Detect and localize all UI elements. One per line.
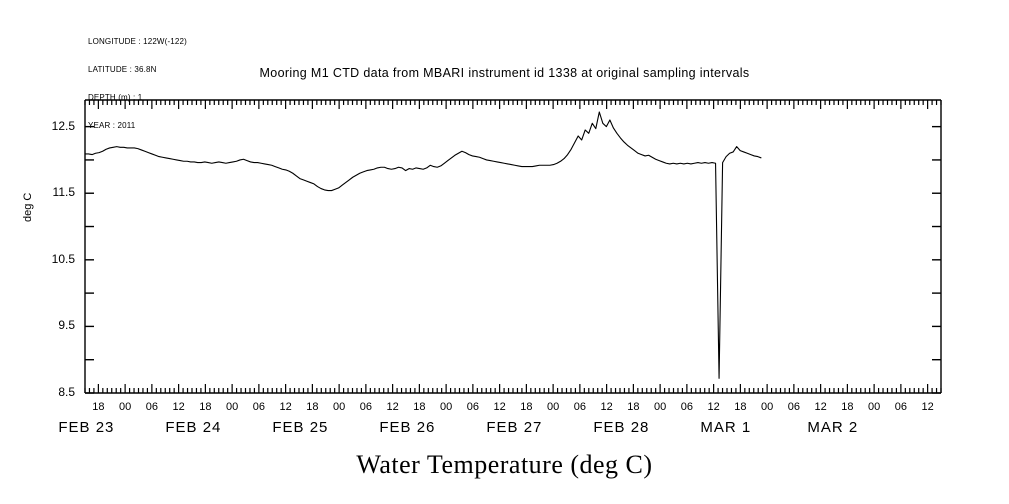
x-axis-hour-label: 12 (921, 401, 934, 413)
x-axis-hour-label: 18 (734, 401, 747, 413)
x-axis-hour-label: 00 (654, 401, 667, 413)
x-axis-hour-label: 06 (359, 401, 372, 413)
x-axis-hour-label: 00 (761, 401, 774, 413)
x-axis-hour-label: 06 (680, 401, 693, 413)
y-axis-tick-label: 12.5 (51, 118, 75, 133)
x-axis-hour-label: 06 (787, 401, 800, 413)
x-axis-date-label: FEB 27 (486, 419, 543, 436)
x-axis-date-label: MAR 1 (700, 419, 752, 436)
x-axis-date-label: FEB 26 (379, 419, 436, 436)
y-axis-tick-label: 10.5 (51, 251, 75, 266)
x-axis-hour-label: 18 (92, 401, 105, 413)
x-axis-hour-label: 12 (172, 401, 185, 413)
y-axis-tick-label: 9.5 (58, 318, 75, 333)
x-axis-hour-label: 00 (547, 401, 560, 413)
x-axis-hour-label: 00 (333, 401, 346, 413)
metadata-latitude: LATITUDE : 36.8N (88, 65, 157, 75)
x-axis-date-label: MAR 2 (807, 419, 859, 436)
x-axis-hour-label: 12 (279, 401, 292, 413)
x-axis-hour-label: 12 (386, 401, 399, 413)
metadata-year: YEAR : 2011 (88, 121, 136, 131)
x-axis-hour-label: 06 (466, 401, 479, 413)
x-axis-hour-label: 06 (145, 401, 158, 413)
x-axis-hour-label: 18 (306, 401, 319, 413)
x-axis-hour-label: 12 (600, 401, 613, 413)
x-axis-hour-label: 18 (520, 401, 533, 413)
x-axis-hour-label: 00 (868, 401, 881, 413)
x-axis-hour-label: 18 (199, 401, 212, 413)
chart-bottom-title: Water Temperature (deg C) (356, 450, 653, 479)
x-axis-hour-label: 00 (440, 401, 453, 413)
y-axis-tick-label: 11.5 (52, 185, 75, 200)
metadata-block: LONGITUDE : 122W(-122) LATITUDE : 36.8N … (88, 18, 187, 140)
x-axis-hour-label: 12 (493, 401, 506, 413)
x-axis-hour-label: 06 (894, 401, 907, 413)
x-axis-hour-label: 12 (814, 401, 827, 413)
x-axis-date-label: FEB 24 (165, 419, 222, 436)
chart-title: Mooring M1 CTD data from MBARI instrumen… (259, 66, 750, 80)
metadata-longitude: LONGITUDE : 122W(-122) (88, 36, 187, 46)
x-axis-hour-label: 00 (119, 401, 132, 413)
x-axis-hour-label: 12 (707, 401, 720, 413)
x-axis-date-label: FEB 23 (58, 419, 115, 436)
x-axis-date-label: FEB 25 (272, 419, 329, 436)
metadata-depth: DEPTH (m) : 1 (88, 93, 143, 103)
x-axis-hour-label: 18 (413, 401, 426, 413)
x-axis-date-label: FEB 28 (593, 419, 650, 436)
x-axis-hour-label: 06 (252, 401, 265, 413)
x-axis-hour-label: 18 (841, 401, 854, 413)
y-axis-tick-label: 8.5 (58, 385, 75, 399)
x-axis-hour-label: 06 (573, 401, 586, 413)
x-axis-hour-label: 18 (627, 401, 640, 413)
x-axis-hour-label: 00 (226, 401, 239, 413)
